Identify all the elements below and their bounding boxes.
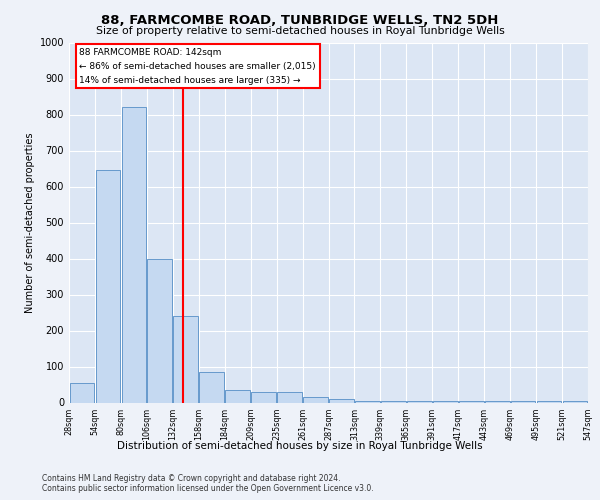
Bar <box>485 400 509 402</box>
Bar <box>226 390 250 402</box>
Bar <box>199 372 224 402</box>
Bar <box>381 400 406 402</box>
Text: Contains public sector information licensed under the Open Government Licence v3: Contains public sector information licen… <box>42 484 374 493</box>
Bar <box>148 258 172 402</box>
Text: 88, FARMCOMBE ROAD, TUNBRIDGE WELLS, TN2 5DH: 88, FARMCOMBE ROAD, TUNBRIDGE WELLS, TN2… <box>101 14 499 27</box>
Text: Contains HM Land Registry data © Crown copyright and database right 2024.: Contains HM Land Registry data © Crown c… <box>42 474 341 483</box>
Bar <box>122 108 146 403</box>
Bar <box>459 400 484 402</box>
Bar <box>303 397 328 402</box>
Bar <box>563 400 587 402</box>
Text: Distribution of semi-detached houses by size in Royal Tunbridge Wells: Distribution of semi-detached houses by … <box>117 441 483 451</box>
Bar <box>329 399 354 402</box>
Bar <box>511 400 535 402</box>
Text: Size of property relative to semi-detached houses in Royal Tunbridge Wells: Size of property relative to semi-detach… <box>95 26 505 36</box>
Y-axis label: Number of semi-detached properties: Number of semi-detached properties <box>25 132 35 313</box>
Text: 88 FARMCOMBE ROAD: 142sqm
← 86% of semi-detached houses are smaller (2,015)
14% : 88 FARMCOMBE ROAD: 142sqm ← 86% of semi-… <box>79 48 316 84</box>
Bar <box>277 392 302 402</box>
Bar <box>537 400 562 402</box>
Bar <box>95 170 120 402</box>
Bar <box>433 400 458 402</box>
Bar <box>251 392 276 402</box>
Bar <box>355 400 380 402</box>
Bar <box>407 400 431 402</box>
Bar <box>173 316 198 402</box>
Bar <box>70 382 94 402</box>
